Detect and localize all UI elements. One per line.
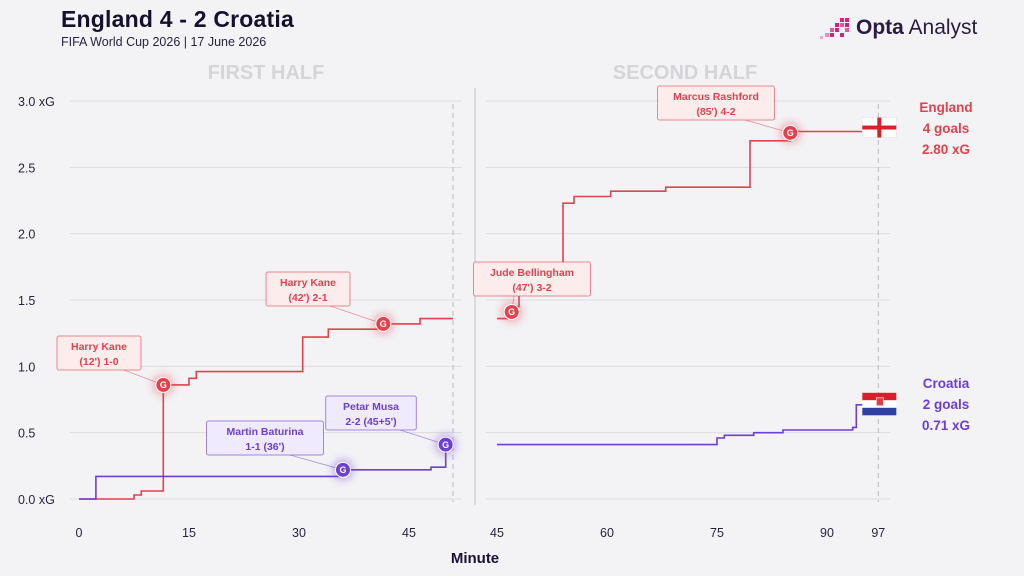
- half-label: FIRST HALF: [208, 62, 325, 84]
- opta-logo-icon: [820, 18, 849, 39]
- goal-marker-label: G: [508, 307, 515, 317]
- brand-name: Opta Analyst: [856, 16, 977, 40]
- flag-crest: [876, 397, 884, 407]
- y-tick-label: 0.0 xG: [18, 493, 55, 507]
- goal-label-player: Jude Bellingham: [490, 267, 574, 279]
- x-tick-label: 45: [490, 526, 504, 540]
- x-tick-label: 45: [402, 526, 416, 540]
- goal-marker: [782, 124, 799, 141]
- x-axis-label: Minute: [451, 550, 499, 567]
- y-tick-label: 0.5: [18, 427, 35, 441]
- y-tick-label: 3.0 xG: [18, 95, 55, 109]
- goal-marker-label: G: [160, 380, 167, 390]
- goal-marker-label: G: [380, 319, 387, 329]
- brand-name-bold: Opta: [856, 16, 904, 39]
- croatia-flag-icon: [862, 392, 897, 416]
- goal-marker: [503, 303, 520, 320]
- goal-label-detail: 1-1 (36'): [245, 441, 284, 453]
- goal-label-box: [325, 395, 417, 431]
- goal-label-detail: (47') 3-2: [512, 282, 551, 294]
- y-tick-label: 2.5: [18, 161, 35, 175]
- series-line-croatia: [497, 404, 879, 446]
- goal-label-detail: (42') 2-1: [288, 292, 327, 304]
- goal-label-player: Petar Musa: [343, 401, 399, 413]
- team-name-label: England: [919, 100, 972, 115]
- goal-label-detail: (85') 4-2: [696, 106, 735, 118]
- half-label: SECOND HALF: [613, 62, 757, 84]
- goal-label-detail: 2-2 (45+5'): [345, 416, 396, 428]
- series-line-croatia: [79, 443, 453, 500]
- x-tick-label: 15: [182, 526, 196, 540]
- team-goals-label: 4 goals: [923, 121, 970, 136]
- y-tick-label: 1.0: [18, 360, 35, 374]
- x-tick-label: 97: [871, 526, 885, 540]
- brand-logo: Opta Analyst: [820, 16, 977, 40]
- flag-stripe-blue: [862, 407, 897, 416]
- goal-marker-label: G: [442, 440, 449, 450]
- y-tick-label: 1.5: [18, 294, 35, 308]
- team-xg-label: 2.80 xG: [922, 142, 970, 157]
- x-tick-label: 90: [820, 526, 834, 540]
- team-name-label: Croatia: [923, 376, 970, 391]
- flag-cross-v: [877, 117, 882, 138]
- goal-marker: [437, 436, 454, 453]
- y-tick-label: 2.0: [18, 228, 35, 242]
- goal-marker-label: G: [339, 465, 346, 475]
- england-flag-icon: [862, 117, 897, 138]
- goal-marker: [334, 461, 351, 478]
- goal-label-player: Marcus Rashford: [673, 91, 759, 103]
- team-goals-label: 2 goals: [923, 397, 970, 412]
- goal-label-box: [265, 271, 351, 307]
- x-tick-label: 60: [600, 526, 614, 540]
- page-subtitle: FIFA World Cup 2026 | 17 June 2026: [61, 35, 267, 49]
- goal-label-box: [56, 335, 142, 371]
- page-title: England 4 - 2 Croatia: [61, 6, 294, 32]
- goal-marker-label: G: [787, 128, 794, 138]
- goal-label-box: [206, 420, 324, 456]
- goal-label-player: Harry Kane: [280, 277, 336, 289]
- x-tick-label: 0: [76, 526, 83, 540]
- x-tick-label: 30: [292, 526, 306, 540]
- goal-marker: [155, 376, 172, 393]
- brand-name-light: Analyst: [908, 16, 978, 39]
- flag-stripe-red: [862, 392, 897, 401]
- goal-label-player: Harry Kane: [71, 341, 127, 353]
- x-tick-label: 75: [710, 526, 724, 540]
- goal-label-box: [473, 261, 591, 297]
- goal-label-detail: (12') 1-0: [79, 356, 118, 368]
- goal-label-box: [657, 85, 775, 121]
- goal-label-player: Martin Baturina: [226, 426, 303, 438]
- goal-marker: [375, 315, 392, 332]
- team-xg-label: 0.71 xG: [922, 418, 970, 433]
